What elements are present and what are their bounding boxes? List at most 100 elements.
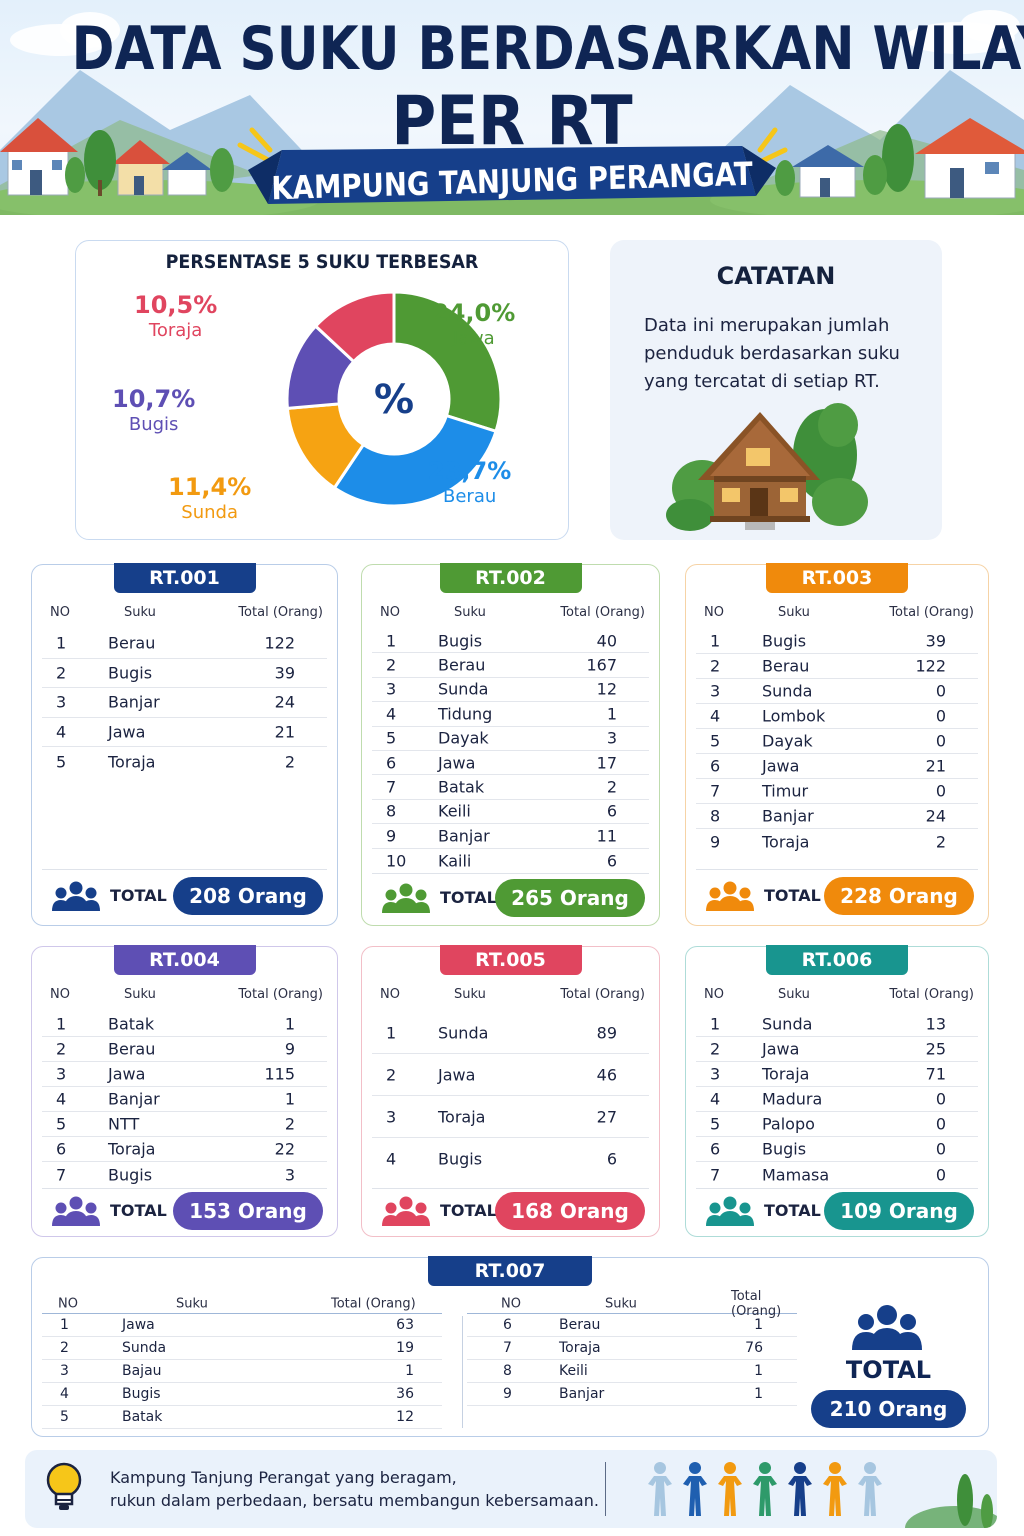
row-no: 7	[710, 781, 721, 801]
people-group-icon	[382, 1196, 430, 1226]
rt-card-002: RT.002 NO Suku Total (Orang) 1 Bugis 40 2 Berau 1…	[361, 563, 660, 926]
col-no-header: NO	[50, 987, 70, 1002]
rt7-table-left: NO Suku Total (Orang) 1 Jawa 63 2 Sunda 19 3 Bajau…	[42, 1294, 442, 1429]
row-total: 63	[396, 1317, 414, 1333]
row-total: 3	[284, 1165, 295, 1184]
row-total: 0	[935, 1139, 946, 1159]
row-no: 1	[56, 1014, 67, 1034]
person-icon	[683, 1462, 707, 1516]
row-total: 0	[935, 1089, 946, 1109]
row-suku: Sunda	[762, 1014, 813, 1034]
col-no-header: NO	[58, 1296, 78, 1311]
total-label: TOTAL	[764, 1201, 821, 1220]
row-total: 167	[586, 655, 617, 675]
row-suku: Keili	[438, 801, 471, 821]
total-label: TOTAL	[440, 888, 497, 907]
row-total: 1	[606, 704, 617, 724]
rt-card-005: RT.005 NO Suku Total (Orang) 1 Sunda 89 2 Jawa 46…	[361, 945, 660, 1237]
divider	[462, 1316, 463, 1428]
col-suku-header: Suku	[124, 987, 156, 1002]
row-suku: Banjar	[108, 1089, 160, 1109]
row-no: 4	[56, 722, 67, 742]
total-pill: 210 Orang	[811, 1390, 966, 1428]
pie-label-pct: 11,4%	[168, 473, 252, 501]
row-total: 9	[284, 1039, 295, 1059]
note-text: Data ini merupakan jumlah penduduk berda…	[644, 315, 900, 392]
row-no: 2	[710, 1039, 721, 1059]
total-label: TOTAL	[110, 1201, 167, 1220]
rt-tab: RT.005	[439, 945, 582, 975]
row-total: 0	[935, 1114, 946, 1134]
table-body: 1 Bugis 40 2 Berau 167 3 Sunda 12 4 Tidung 1 5 Dayak 3…	[372, 629, 649, 873]
row-total: 1	[284, 1089, 295, 1109]
rt-tab: RT.001	[113, 563, 256, 593]
pie-label-name: Berau	[443, 485, 497, 507]
table-row: 5 Palopo 0	[696, 1112, 978, 1137]
row-no: 4	[710, 706, 721, 726]
table-row: 6 Berau 1	[467, 1314, 797, 1337]
footer-message: Kampung Tanjung Perangat yang beragam, r…	[110, 1466, 599, 1512]
row-suku: Jawa	[108, 722, 146, 742]
table-row: 5 Dayak 3	[372, 727, 649, 751]
row-total: 2	[935, 832, 946, 851]
table-row: 3 Banjar 24	[42, 688, 327, 718]
row-no: 2	[56, 663, 67, 683]
pie-label-name: Sunda	[181, 501, 238, 523]
people-group-icon	[52, 1196, 100, 1226]
table-row: 3 Toraja 27	[372, 1096, 649, 1138]
table-body: 1 Sunda 89 2 Jawa 46 3 Toraja 27 4 Bugis 6	[372, 1012, 649, 1180]
table-row: 9 Banjar 1	[467, 1383, 797, 1406]
table-row: 3 Sunda 0	[696, 679, 978, 704]
row-no: 5	[60, 1409, 69, 1425]
row-no: 1	[386, 1023, 397, 1042]
col-no-header: NO	[380, 987, 400, 1002]
rt-card-003: RT.003 NO Suku Total (Orang) 1 Bugis 39 2 Berau 1…	[685, 563, 989, 926]
row-suku: Jawa	[438, 1065, 476, 1084]
row-no: 5	[56, 1114, 67, 1134]
col-total-header: Total (Orang)	[889, 987, 974, 1002]
col-no-header: NO	[50, 605, 70, 620]
row-no: 5	[710, 1114, 721, 1134]
row-suku: Jawa	[108, 1064, 146, 1084]
row-no: 2	[56, 1039, 67, 1059]
col-total-header: Total (Orang)	[889, 605, 974, 620]
row-suku: Palopo	[762, 1114, 815, 1134]
rt-card-007: RT.007 NO Suku Total (Orang) 1 Jawa 63 2 Sunda 1…	[31, 1256, 989, 1437]
card-footer: TOTAL 208 Orang	[42, 869, 327, 921]
rt-tab: RT.002	[439, 563, 582, 593]
row-suku: NTT	[108, 1114, 140, 1134]
row-no: 6	[386, 753, 397, 773]
table-row: 9 Banjar 11	[372, 824, 649, 849]
row-total: 1	[754, 1317, 763, 1333]
people-group-icon	[706, 1196, 754, 1226]
table-row: 2 Berau 9	[42, 1037, 327, 1062]
total-label: TOTAL	[110, 886, 167, 905]
rt7-table-right: NO Suku Total (Orang) 6 Berau 1 7 Toraja 76 8 Keil…	[467, 1289, 797, 1406]
col-total-header: Total (Orang)	[238, 987, 323, 1002]
row-total: 0	[935, 681, 946, 701]
row-total: 6	[606, 1149, 617, 1169]
row-total: 2	[284, 752, 295, 772]
row-total: 0	[935, 781, 946, 801]
row-total: 122	[915, 656, 946, 676]
pie-label-pct: 23,7%	[428, 457, 512, 485]
table-row: 1 Bugis 40	[372, 629, 649, 654]
table-row: 7 Batak 2	[372, 775, 649, 800]
pie-label-berau: 23,7% Berau	[428, 457, 511, 507]
col-suku-header: Suku	[605, 1296, 637, 1311]
table-row: 8 Keili 6	[372, 800, 649, 825]
row-suku: Toraja	[108, 752, 156, 772]
table-header: NO Suku Total (Orang)	[467, 1289, 797, 1319]
pie-label-pct: 10,5%	[134, 291, 218, 319]
pie-label-bugis: 10,7% Bugis	[112, 385, 195, 435]
col-total-header: Total (Orang)	[331, 1296, 416, 1311]
row-no: 7	[503, 1340, 512, 1356]
table-body: 1 Sunda 13 2 Jawa 25 3 Toraja 71 4 Madura 0 5 Palopo 0…	[696, 1012, 978, 1187]
table-row: 10 Kaili 6	[372, 849, 649, 873]
table-row: 8 Keili 1	[467, 1360, 797, 1383]
row-total: 22	[274, 1139, 295, 1159]
table-body: 1 Batak 1 2 Berau 9 3 Jawa 115 4 Banjar 1 5 NTT 2 6 Tora…	[42, 1012, 327, 1187]
table-header: NO Suku Total (Orang)	[42, 605, 327, 623]
card-footer: TOTAL 228 Orang	[696, 869, 978, 921]
row-suku: Bugis	[122, 1386, 161, 1402]
